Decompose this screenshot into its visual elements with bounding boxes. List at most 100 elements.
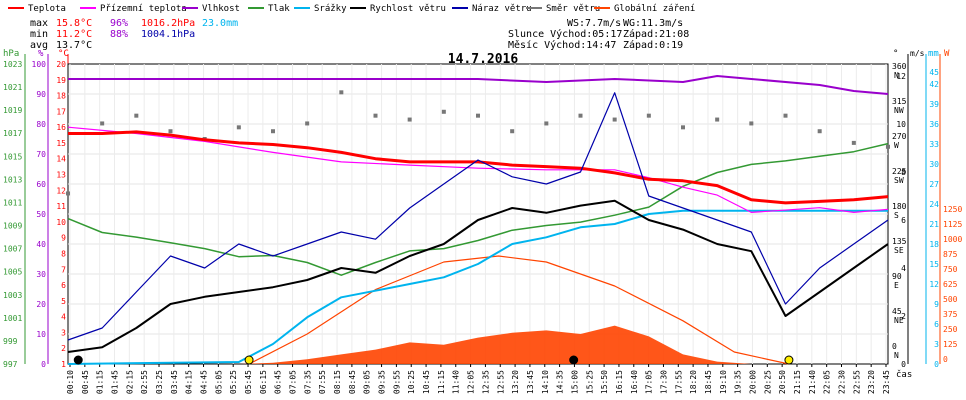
hpa-tick-label: 1019 [3,106,22,115]
x-tick-label: 16:40 [630,370,639,394]
mm-tick-label: 0 [934,360,939,369]
x-tick-label: 22:30 [837,370,846,394]
sun-moon-marker [569,355,579,365]
x-tick-label: 11:40 [452,370,461,394]
x-tick-label: 13:45 [526,370,535,394]
wind-direction-point [66,191,70,196]
hpa-tick-label: 1001 [3,314,22,323]
hpa-tick-label: 1023 [3,60,22,69]
mm-tick-label: 33 [929,140,939,149]
ms-tick-label: 4 [901,264,906,273]
hpa-tick-label: 1017 [3,129,22,138]
hpa-tick-label: 1005 [3,268,22,277]
wind-direction-point [715,117,720,122]
mm-tick-label: 45 [929,68,939,77]
wind-direction-point [510,129,515,134]
pressure-line [67,142,889,276]
degc-tick-label: 4 [61,313,66,322]
x-tick-label: 09:55 [392,370,401,394]
solar-radiation-area [68,325,888,364]
w-tick-label: 1125 [943,220,962,229]
stats-panel: max 15.8°C 96% 1016.2hPa 23.0mm min 11.2… [30,18,238,51]
plot-area [66,75,890,365]
x-tick-label: 05:45 [244,370,253,394]
degc-tick-label: 11 [56,202,66,211]
wind-direction-point [817,129,822,134]
x-tick-label: 10:45 [422,370,431,394]
w-tick-label: 1250 [943,205,962,214]
dir-tick-direction: W [894,141,899,150]
mm-tick-label: 18 [929,240,939,249]
x-tick-label: 00:10 [66,370,75,394]
degc-tick-label: 20 [56,60,66,69]
ground-temperature-line [67,126,889,213]
x-tick-label: 16:15 [615,370,624,394]
x-tick-label: 08:45 [348,370,357,394]
degc-tick-label: 15 [56,139,66,148]
x-tick-label: 07:05 [289,370,298,394]
wind-direction-point [476,113,480,118]
dir-tick-direction: NE [894,316,904,325]
wind-direction-point [749,121,754,126]
hpa-tick-label: 1009 [3,222,22,231]
degc-axis-title: °C [58,49,69,59]
x-tick-label: 01:45 [111,370,120,394]
x-tick-label: 20:50 [778,370,787,394]
legend-label: Srážky [314,4,347,14]
legend-label: Teplota [28,4,66,14]
stats-max-temp: 15.8°C [56,18,92,29]
wind-direction-point [578,113,583,118]
wind-direction-point [134,113,139,118]
hpa-tick-label: 1013 [3,175,22,184]
dir-tick-value: 90 [892,272,902,281]
hpa-tick-label: 1003 [3,291,22,300]
mm-axis-title: mm [928,49,939,59]
stats-max-rain: 23.0mm [202,18,238,29]
ms-tick-label: 12 [896,72,906,81]
dir-axis-title: ° [893,49,898,59]
dir-tick-value: 225 [892,167,907,176]
hpa-tick-label: 1015 [3,152,22,161]
info-ws: WS:7.7m/s [567,18,621,29]
degc-tick-label: 2 [61,344,66,353]
pct-tick-label: 70 [36,150,46,159]
x-tick-label: 12:35 [481,370,490,394]
degc-tick-label: 3 [61,328,66,337]
wind-direction-point [407,117,412,122]
wind-direction-point [612,117,617,122]
legend-label: Náraz větru [472,4,532,14]
pct-tick-label: 20 [36,300,46,309]
hpa-tick-label: 1011 [3,198,22,207]
dir-tick-value: 45 [892,307,902,316]
hpa-axis-title: hPa [3,49,19,59]
x-tick-label: 04:45 [200,370,209,394]
legend: Teplota Přízemní teplota Vlhkost Tlak Srážky… [8,4,695,14]
x-tick-label: 19:10 [719,370,728,394]
dir-tick-value: 180 [892,202,907,211]
x-tick-label: 15:50 [600,370,609,394]
wind-direction-point [851,140,856,145]
degc-tick-label: 9 [61,234,66,243]
wind-direction-point [339,90,344,95]
x-tick-label: 21:15 [793,370,802,394]
x-tick-label: 15:25 [585,370,594,394]
sun-moon-marker [784,355,794,365]
x-axis-unit: čas [896,369,912,380]
ms-tick-label: 2 [901,312,906,321]
legend-label: Rychlost větru [370,4,446,14]
pct-tick-label: 0 [41,360,46,369]
mm-tick-label: 15 [929,260,939,269]
wind-direction-point [271,129,275,134]
x-tick-label: 10:25 [407,370,416,394]
degc-tick-label: 13 [56,171,66,180]
mm-tick-label: 12 [929,280,939,289]
degc-tick-label: 14 [56,155,66,164]
dir-tick-value: 135 [892,237,907,246]
legend-label: Směr větru [546,4,600,14]
ms-tick-label: 8 [901,168,906,177]
x-tick-label: 17:30 [659,370,668,394]
x-tick-label: 04:15 [185,370,194,394]
wind-direction-point [373,113,378,118]
wind-direction-point [544,121,549,126]
